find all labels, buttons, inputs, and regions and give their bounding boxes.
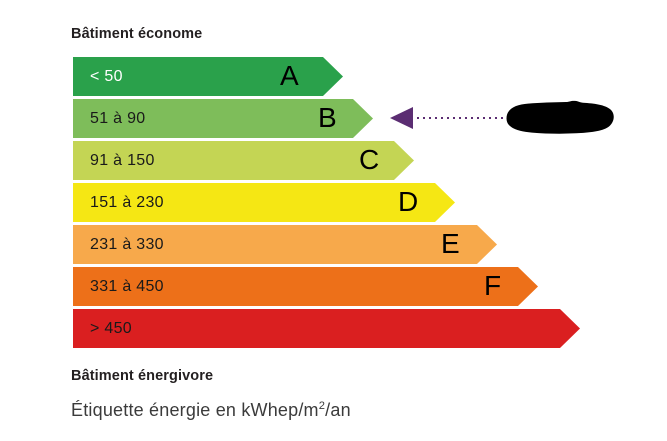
bar-polygon-e (73, 225, 497, 264)
bar-range-e: 231 à 330 (90, 236, 164, 253)
bar-polygon-a (73, 57, 343, 96)
bar-shape-d (73, 183, 455, 222)
energy-bar-d[interactable]: 151 à 230 D (73, 183, 455, 222)
bar-grade-d: D (398, 186, 419, 217)
energy-bar-b[interactable]: 51 à 90 B (73, 99, 373, 138)
bar-polygon-b (73, 99, 373, 138)
bar-range-g: > 450 (90, 320, 132, 337)
bar-polygon-d (73, 183, 455, 222)
bar-range-f: 331 à 450 (90, 278, 164, 295)
bar-range-d: 151 à 230 (90, 194, 164, 211)
bar-shape-g (73, 309, 580, 348)
label-unit-caption-exponent: 2 (318, 400, 326, 412)
energy-bar-g[interactable]: > 450 (73, 309, 580, 348)
bar-grade-f: F (484, 270, 502, 301)
label-unit-caption-suffix: /an (325, 400, 351, 420)
label-title-bottom: Bâtiment énergivore (71, 368, 214, 384)
bar-grade-c: C (359, 144, 380, 175)
redaction-blob-path (506, 100, 614, 134)
bar-shape-c (73, 141, 414, 180)
bar-shape-a (73, 57, 343, 96)
bar-shape-f (73, 267, 538, 306)
bar-polygon-c (73, 141, 414, 180)
bar-polygon-f (73, 267, 538, 306)
bar-range-c: 91 à 150 (90, 152, 155, 169)
bar-grade-e: E (441, 228, 460, 259)
bar-grade-b: B (318, 102, 337, 133)
bar-range-a: < 50 (90, 68, 123, 85)
energy-bar-e[interactable]: 231 à 330 E (73, 225, 497, 264)
bar-shape-e (73, 225, 497, 264)
bar-shape-b (73, 99, 373, 138)
energy-bar-a[interactable]: < 50 A (73, 57, 343, 96)
energy-bar-c[interactable]: 91 à 150 C (73, 141, 414, 180)
bar-grade-a: A (280, 60, 299, 91)
bar-polygon-g (73, 309, 580, 348)
bar-range-b: 51 à 90 (90, 110, 146, 127)
redaction-blob (506, 100, 614, 134)
grade-pointer-leader-line (417, 117, 507, 119)
label-unit-caption-prefix: Étiquette énergie en kWhep/m (71, 400, 319, 420)
energy-bar-f[interactable]: 331 à 450 F (73, 267, 538, 306)
label-title-top: Bâtiment économe (71, 26, 203, 42)
grade-pointer-arrow-icon (390, 107, 413, 129)
label-unit-caption: Étiquette énergie en kWhep/m2/an (71, 400, 351, 421)
